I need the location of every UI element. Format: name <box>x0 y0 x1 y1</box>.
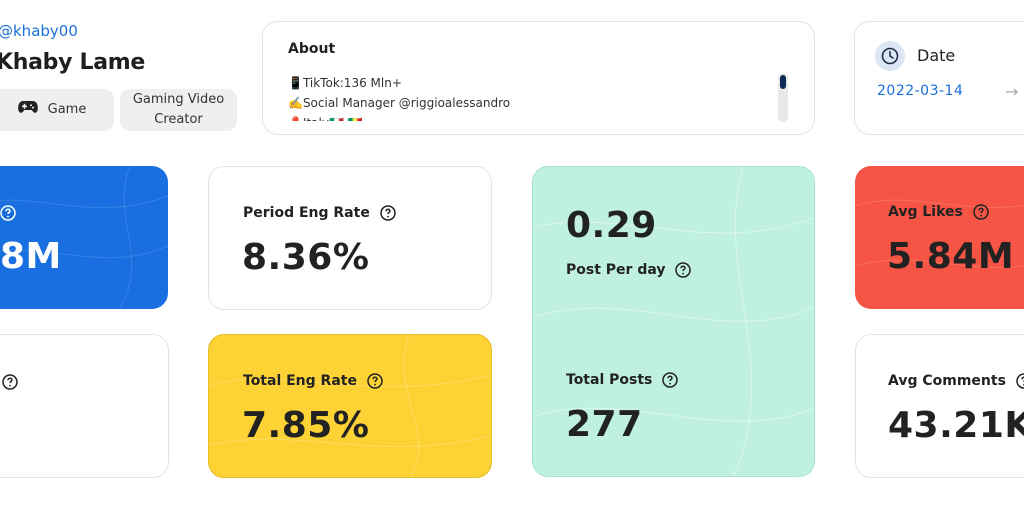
help-icon[interactable] <box>380 205 396 221</box>
help-icon[interactable] <box>675 262 692 278</box>
about-card: About 📱TikTok:136 Mln+ ✍️Social Manager … <box>262 21 815 135</box>
about-title: About <box>288 41 336 57</box>
stat-value: 0.29 <box>566 205 657 246</box>
stat-card-posts: 0.29 Post Per day Total Posts 277 <box>532 166 815 477</box>
stat-value: 8.36% <box>242 237 370 278</box>
stat-value: 8M <box>0 236 62 277</box>
help-icon[interactable] <box>662 372 679 388</box>
profile-name: Khaby Lame <box>0 50 146 75</box>
tag-label: Gaming Video Creator <box>132 92 225 127</box>
gamepad-icon <box>17 100 38 121</box>
stat-card-avg-comments: Avg Comments 43.21K <box>855 334 1024 478</box>
tag-label: Game <box>47 102 87 117</box>
tag-game[interactable]: Game <box>0 89 114 131</box>
stat-label: Avg Comments <box>888 373 1006 389</box>
stat-card-period-eng-rate: Period Eng Rate 8.36% <box>208 166 492 310</box>
help-icon[interactable] <box>2 374 18 390</box>
stat-label: Period Eng Rate <box>243 205 370 221</box>
stat-label: Total Eng Rate <box>243 373 357 389</box>
about-text[interactable]: 📱TikTok:136 Mln+ ✍️Social Manager @riggi… <box>288 73 778 121</box>
stat-card-blank <box>0 334 169 478</box>
wave-pattern <box>855 199 1024 269</box>
about-scrollbar[interactable] <box>778 73 788 122</box>
about-line: 📱TikTok:136 Mln+ <box>288 76 402 90</box>
date-card[interactable]: Date 2022-03-14 → <box>854 21 1024 135</box>
stat-card-avg-likes: Avg Likes 5.84M <box>855 166 1024 309</box>
stat-label: Avg Likes <box>888 204 963 220</box>
about-line: 📍Italy🇮🇹 🇸🇳 <box>288 113 778 121</box>
tag-gaming-video-creator[interactable]: Gaming Video Creator <box>120 89 237 131</box>
wave-pattern <box>0 166 168 309</box>
stat-label: Total Posts <box>566 372 653 388</box>
help-icon[interactable] <box>973 204 989 220</box>
stat-value: 5.84M <box>887 236 1015 277</box>
stat-label: Post Per day <box>566 262 666 278</box>
date-label: Date <box>917 46 956 65</box>
wave-pattern <box>209 335 491 477</box>
help-icon[interactable] <box>0 205 16 221</box>
stat-card-blue: 8M <box>0 166 168 309</box>
arrow-right-icon[interactable]: → <box>1005 82 1019 101</box>
stat-value: 7.85% <box>242 405 370 446</box>
help-icon[interactable] <box>367 373 383 389</box>
date-value[interactable]: 2022-03-14 <box>877 83 964 99</box>
about-line: ✍️Social Manager @riggioalessandro <box>288 96 511 110</box>
scrollbar-thumb[interactable] <box>780 75 786 89</box>
wave-pattern <box>533 167 814 476</box>
stat-value: 43.21K <box>888 405 1024 446</box>
stat-card-total-eng-rate: Total Eng Rate 7.85% <box>208 334 492 478</box>
stat-value: 277 <box>566 404 643 445</box>
clock-icon <box>875 41 905 71</box>
help-icon[interactable] <box>1016 373 1024 389</box>
profile-handle[interactable]: @khaby00 <box>0 22 78 40</box>
